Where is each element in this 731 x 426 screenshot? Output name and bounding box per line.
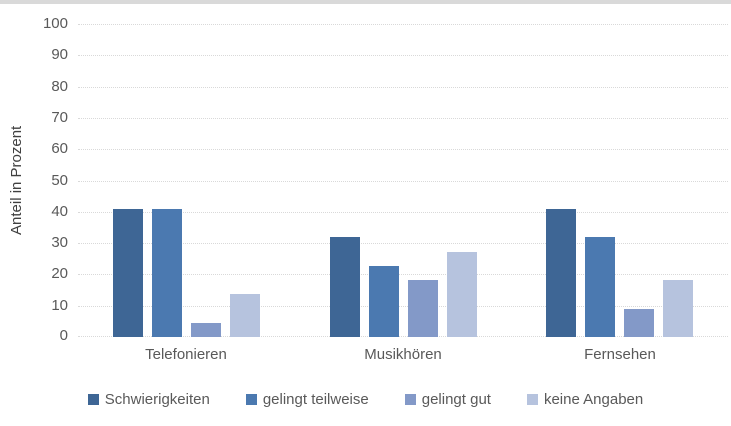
gridline: [78, 274, 728, 275]
y-tick-labels: 0 10 20 30 40 50 60 70 80 90 100: [0, 15, 68, 344]
category-label: Musikhören: [364, 346, 442, 363]
legend-item: Schwierigkeiten: [87, 391, 210, 408]
legend-label: keine Angaben: [543, 391, 644, 408]
gridline: [78, 118, 728, 119]
bar-c1-s0: [330, 237, 360, 337]
y-tick-label: 90: [51, 46, 68, 63]
bar-c1-s1: [369, 266, 399, 337]
legend-label: gelingt gut: [421, 391, 491, 408]
legend-label: Schwierigkeiten: [104, 391, 210, 408]
bar-c0-s3: [230, 294, 260, 337]
bar-c2-s0: [546, 209, 576, 337]
gridline: [78, 24, 728, 25]
y-tick-label: 40: [51, 203, 68, 220]
legend-swatch-icon: [526, 394, 538, 405]
legend-label: gelingt teilweise: [262, 391, 369, 408]
gridline: [78, 212, 728, 213]
bar-c2-s3: [663, 280, 693, 337]
legend-item: gelingt gut: [404, 391, 491, 408]
bar-c1-s3: [447, 252, 477, 337]
bar-c0-s1: [152, 209, 182, 337]
bar-c2-s2: [624, 309, 654, 337]
legend-swatch-icon: [245, 394, 257, 405]
legend: Schwierigkeiten gelingt teilweise gelingt …: [0, 391, 731, 408]
gridline: [78, 87, 728, 88]
category-label: Fernsehen: [584, 346, 656, 363]
y-tick-label: 10: [51, 297, 68, 314]
y-tick-label: 0: [59, 327, 68, 344]
legend-item: gelingt teilweise: [245, 391, 369, 408]
y-tick-label: 50: [51, 172, 68, 189]
y-tick-label: 60: [51, 140, 68, 157]
x-axis-labels: Telefonieren Musikhören Fernsehen: [78, 346, 728, 366]
category-label: Telefonieren: [145, 346, 227, 363]
gridline: [78, 336, 728, 337]
bar-c0-s2: [191, 323, 221, 337]
gridline: [78, 181, 728, 182]
plot-area: [78, 24, 728, 337]
legend-swatch-icon: [87, 394, 99, 405]
legend-item: keine Angaben: [526, 391, 644, 408]
gridline: [78, 55, 728, 56]
gridline: [78, 149, 728, 150]
y-tick-label: 30: [51, 234, 68, 251]
gridlines: [78, 24, 728, 337]
bars-layer: [78, 24, 728, 337]
bar-c2-s1: [585, 237, 615, 337]
window-edge-strip: [0, 0, 731, 4]
bar-c0-s0: [113, 209, 143, 337]
legend-swatch-icon: [404, 394, 416, 405]
gridline: [78, 243, 728, 244]
gridline: [78, 306, 728, 307]
y-tick-label: 70: [51, 109, 68, 126]
bar-c1-s2: [408, 280, 438, 337]
y-tick-label: 100: [42, 15, 68, 32]
y-tick-label: 20: [51, 265, 68, 282]
y-tick-label: 80: [51, 78, 68, 95]
